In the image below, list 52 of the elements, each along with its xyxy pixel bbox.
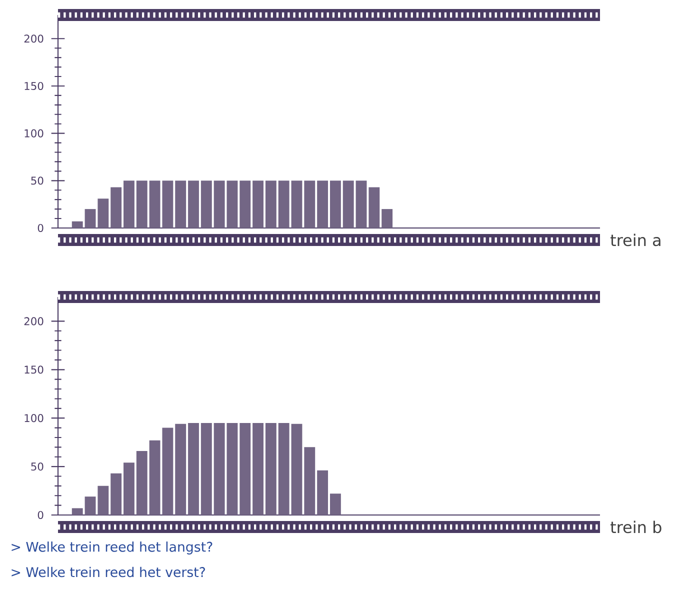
bar [240, 180, 251, 228]
y-tick-label: 0 [38, 510, 44, 520]
bar [368, 187, 380, 228]
bar [342, 180, 354, 228]
bar [110, 473, 122, 515]
bar [124, 180, 134, 228]
bar [200, 180, 212, 228]
bar [304, 447, 316, 515]
y-tick-label: 100 [24, 129, 44, 138]
bar [291, 424, 302, 515]
bar [240, 422, 251, 515]
bar [136, 451, 148, 515]
bar [252, 422, 264, 515]
y-tick-label: 200 [24, 34, 44, 43]
text: > Welke trein reed het langst? [12, 542, 212, 554]
bar [278, 422, 290, 515]
bar [291, 180, 302, 228]
bar [84, 496, 96, 515]
bar [356, 180, 367, 228]
text: > Welke trein reed het verst? [12, 566, 205, 578]
bar [98, 198, 109, 228]
bar [304, 180, 316, 228]
bar [200, 422, 212, 515]
bar [265, 422, 276, 515]
bar [98, 486, 109, 515]
y-tick-label: 100 [24, 414, 44, 422]
bar [278, 180, 290, 228]
bar [265, 180, 276, 228]
y-tick-label: 200 [24, 317, 44, 326]
bar [175, 180, 186, 228]
y-tick-label: 150 [24, 366, 44, 374]
bar [175, 424, 186, 515]
bar [72, 221, 83, 228]
bar [188, 422, 199, 515]
y-tick-label: 50 [31, 176, 44, 185]
bar [84, 209, 96, 228]
bar [330, 494, 341, 515]
bar [110, 187, 122, 228]
y-tick-label: 0 [38, 224, 44, 232]
bar [317, 470, 328, 515]
bar [188, 180, 199, 228]
bar [252, 180, 264, 228]
x-axis-title: trein a [610, 234, 660, 246]
y-tick-label: 150 [24, 82, 44, 90]
y-tick-label: 50 [31, 462, 44, 471]
bar [136, 180, 148, 228]
bar [317, 180, 328, 228]
x-axis-title: trein b [610, 520, 662, 534]
bar [330, 180, 341, 228]
bar [72, 508, 83, 515]
bar [124, 462, 134, 515]
bar [382, 209, 393, 228]
